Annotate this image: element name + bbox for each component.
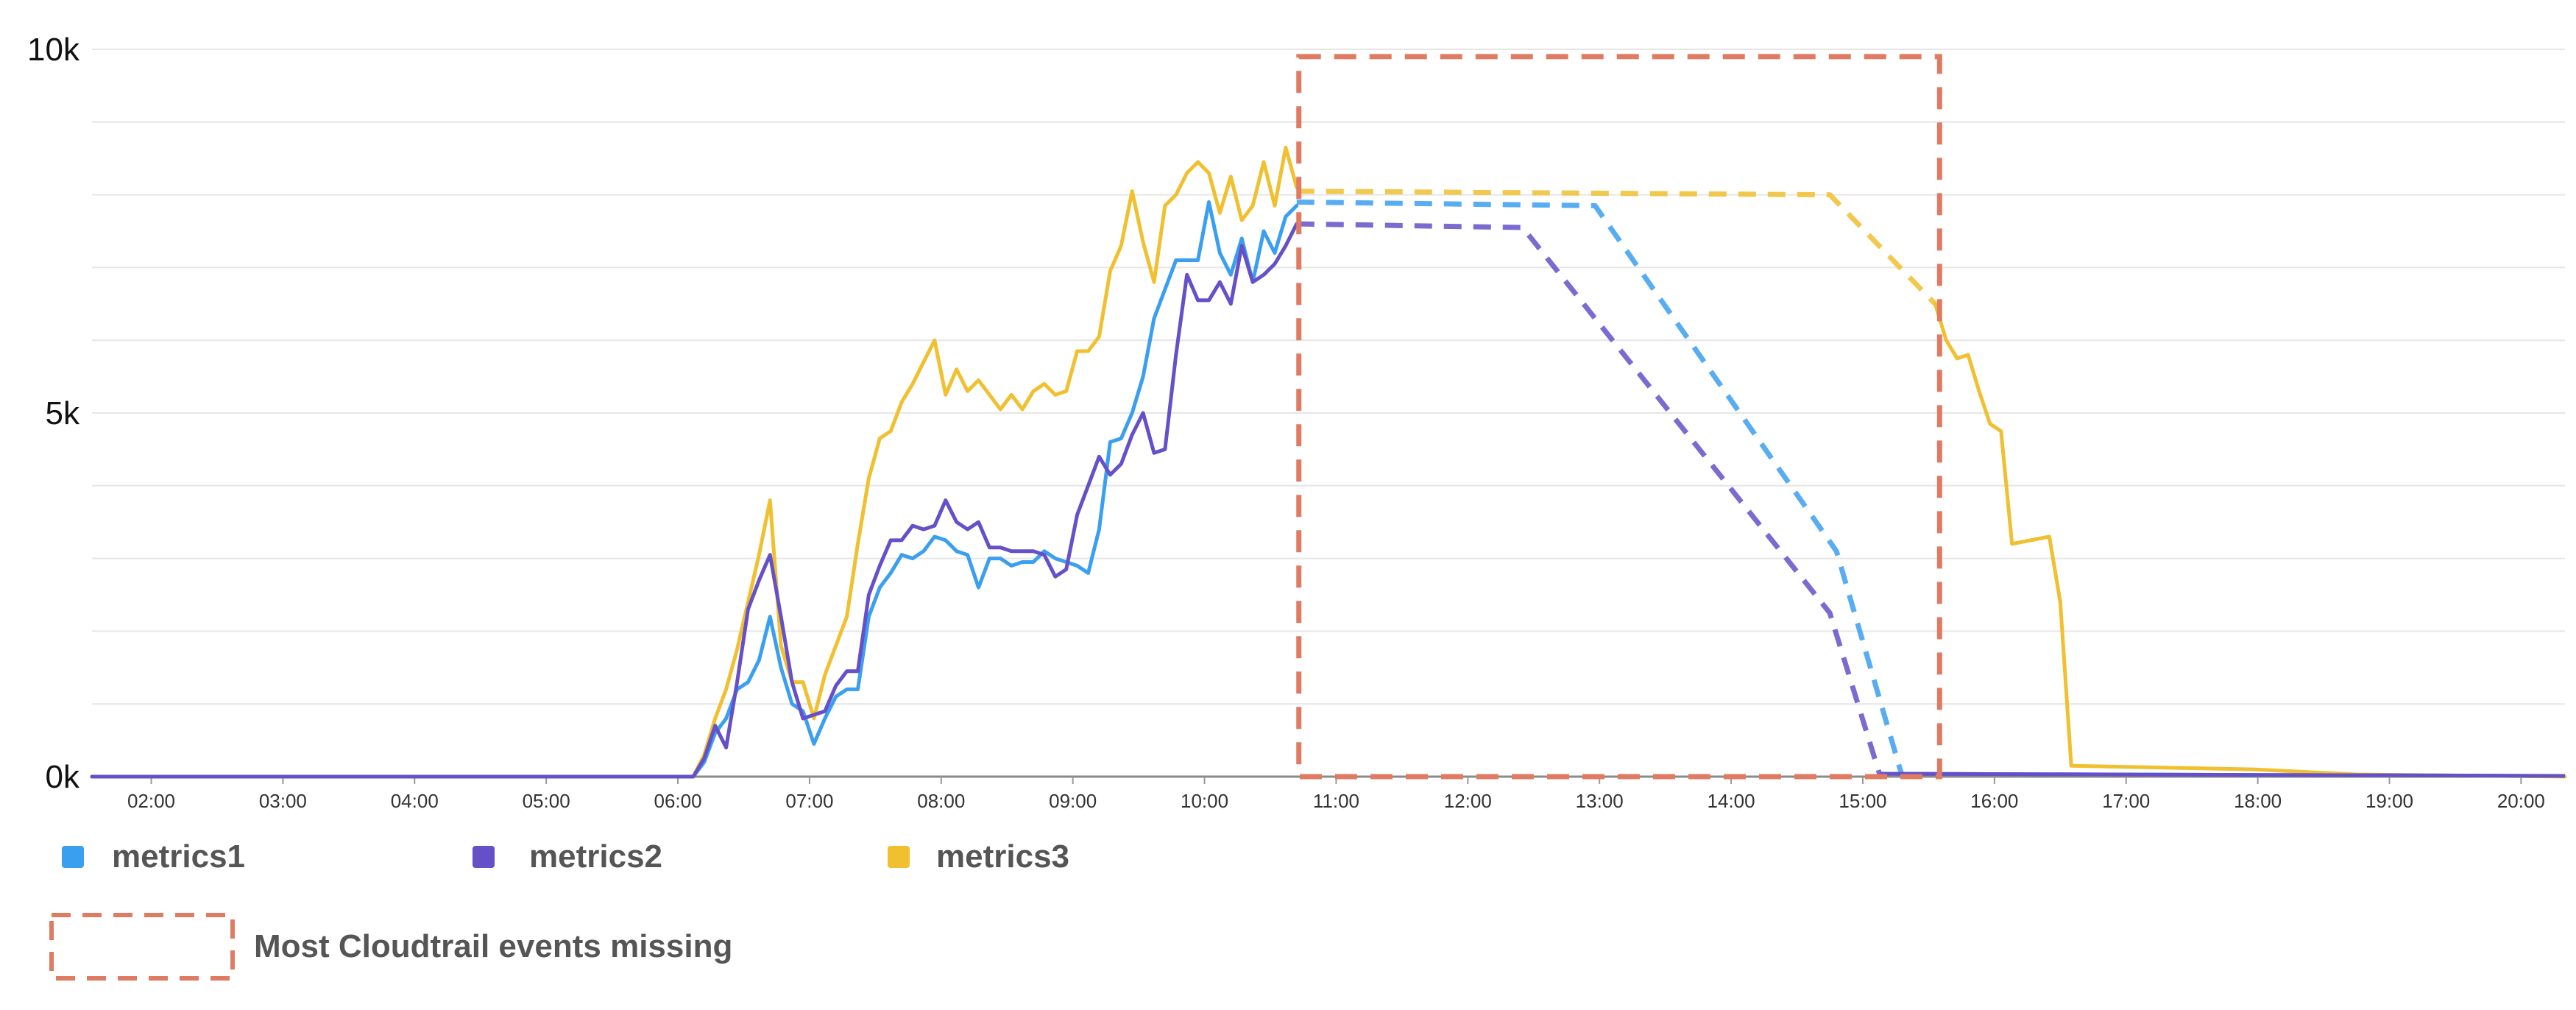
x-tick-label: 17:00 <box>2102 790 2150 812</box>
series-line-metrics2 <box>90 222 1299 779</box>
series-line-metrics1 <box>90 200 1299 779</box>
axis-layer: 0k 5k 10k 02:00 03:00 04:00 05:00 06:00 07:00 08:… <box>27 32 2545 812</box>
x-tick-label: 06:00 <box>654 790 701 812</box>
x-tick-label: 14:00 <box>1708 790 1755 812</box>
x-tick-label: 05:00 <box>523 790 570 812</box>
series-line-estimated-metrics2 <box>1296 221 1883 778</box>
x-tick-label: 03:00 <box>259 790 307 812</box>
x-tick-label: 20:00 <box>2497 790 2545 812</box>
legend-swatch-metrics2 <box>473 846 495 868</box>
annotation-layer <box>1296 54 1942 780</box>
x-tick-label: 07:00 <box>785 790 833 812</box>
series-line-after-metrics2 <box>1880 771 2566 778</box>
series-line-estimated-metrics1 <box>1296 199 1905 777</box>
grid-layer <box>92 49 2565 778</box>
x-tick-label: 19:00 <box>2366 790 2413 812</box>
series-line-metrics3 <box>90 145 1299 779</box>
x-tick-label: 02:00 <box>127 790 175 812</box>
legend-swatch-metrics3 <box>888 846 910 868</box>
legend-label-metrics1: metrics1 <box>112 838 245 875</box>
x-tick-label: 09:00 <box>1049 790 1097 812</box>
annotation-missing-box <box>1296 54 1942 780</box>
x-tick-label: 10:00 <box>1181 790 1228 812</box>
y-tick-label: 0k <box>46 759 80 795</box>
series-line-after-metrics3 <box>1933 302 2567 779</box>
x-tick-label: 13:00 <box>1576 790 1624 812</box>
x-tick-label: 16:00 <box>1970 790 2018 812</box>
legend-label-metrics3: metrics3 <box>936 838 1069 875</box>
y-tick-label: 10k <box>27 32 80 68</box>
series-layer <box>90 145 2567 779</box>
x-tick-label: 12:00 <box>1444 790 1492 812</box>
legend: metrics1 metrics2 metrics3 Most Cloudtra… <box>49 838 1069 981</box>
x-tick-label: 11:00 <box>1313 790 1359 812</box>
x-tick-label: 15:00 <box>1839 790 1886 812</box>
x-tick-label: 08:00 <box>917 790 965 812</box>
legend-annotation-swatch <box>49 913 235 981</box>
legend-swatch-metrics1 <box>62 846 84 868</box>
x-tick-label: 04:00 <box>391 790 439 812</box>
x-tick-label: 18:00 <box>2234 790 2282 812</box>
series-line-estimated-metrics3 <box>1296 188 1937 306</box>
legend-label-metrics2: metrics2 <box>529 838 662 875</box>
legend-annotation-label: Most Cloudtrail events missing <box>254 928 732 964</box>
y-tick-label: 5k <box>46 395 80 431</box>
